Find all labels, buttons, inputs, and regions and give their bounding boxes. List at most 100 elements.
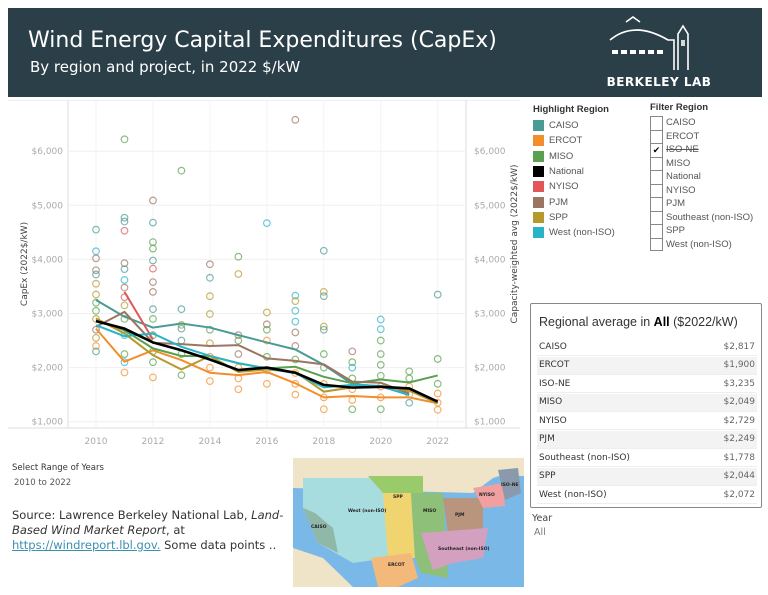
data-point-caiso[interactable] xyxy=(177,305,186,314)
data-point-pjm[interactable] xyxy=(262,320,271,329)
filter-pjm[interactable]: PJM xyxy=(650,197,753,211)
data-point-ercot[interactable] xyxy=(120,368,129,377)
data-point-caiso[interactable] xyxy=(120,217,129,226)
data-point-spp[interactable] xyxy=(205,292,214,301)
filter-miso[interactable]: MISO xyxy=(650,156,753,170)
filter-caiso[interactable]: CAISO xyxy=(650,116,753,130)
data-point-ercot[interactable] xyxy=(319,405,328,414)
data-point-west-non-iso[interactable] xyxy=(348,363,357,372)
checkbox[interactable] xyxy=(650,197,663,211)
series-line-national[interactable] xyxy=(95,319,439,403)
data-point-miso[interactable] xyxy=(405,374,414,383)
data-point-caiso[interactable] xyxy=(205,273,214,282)
data-point-pjm[interactable] xyxy=(291,328,300,337)
data-point-ercot[interactable] xyxy=(262,336,271,345)
data-point-ercot[interactable] xyxy=(348,396,357,404)
data-point-miso[interactable] xyxy=(319,350,328,358)
legend-item-national[interactable]: National xyxy=(533,164,615,179)
data-point-pjm[interactable] xyxy=(149,196,157,205)
data-point-ercot[interactable] xyxy=(92,342,100,350)
checkbox[interactable] xyxy=(650,116,663,130)
data-point-west-non-iso[interactable] xyxy=(291,306,300,315)
filter-southeast-non-iso[interactable]: Southeast (non-ISO) xyxy=(650,210,753,224)
data-point-caiso[interactable] xyxy=(319,292,328,301)
data-point-spp[interactable] xyxy=(120,301,129,310)
data-point-ercot[interactable] xyxy=(262,379,271,388)
data-point-miso[interactable] xyxy=(120,135,129,144)
data-point-spp[interactable] xyxy=(205,310,214,318)
data-point-miso[interactable] xyxy=(262,325,271,334)
data-point-caiso[interactable] xyxy=(120,265,129,274)
data-point-miso[interactable] xyxy=(433,355,442,363)
data-point-ercot[interactable] xyxy=(205,363,214,372)
data-point-miso[interactable] xyxy=(376,336,385,345)
data-point-caiso[interactable] xyxy=(319,325,328,334)
data-point-nyiso[interactable] xyxy=(149,264,157,273)
legend-item-west-non-iso[interactable]: West (non-ISO) xyxy=(533,225,615,240)
data-point-caiso[interactable] xyxy=(405,398,414,407)
filter-national[interactable]: National xyxy=(650,170,753,184)
checkbox[interactable] xyxy=(650,210,663,224)
checkbox[interactable]: ✔ xyxy=(650,143,663,157)
series-line-pjm[interactable] xyxy=(95,310,410,395)
data-point-miso[interactable] xyxy=(92,306,100,315)
data-point-miso[interactable] xyxy=(120,350,129,358)
legend-item-pjm[interactable]: PJM xyxy=(533,194,615,209)
data-point-miso[interactable] xyxy=(234,336,243,345)
legend-item-miso[interactable]: MISO xyxy=(533,149,615,164)
series-line-nyiso[interactable] xyxy=(123,291,154,340)
data-point-pjm[interactable] xyxy=(149,278,157,287)
checkbox[interactable] xyxy=(650,183,663,197)
series-line-ercot[interactable] xyxy=(95,327,438,405)
legend-item-ercot[interactable]: ERCOT xyxy=(533,133,615,148)
data-point-caiso[interactable] xyxy=(92,270,100,279)
data-point-west-non-iso[interactable] xyxy=(120,358,129,367)
data-point-miso[interactable] xyxy=(149,315,157,323)
filter-iso-ne[interactable]: ✔ ISO-NE xyxy=(650,143,753,157)
data-point-spp[interactable] xyxy=(319,322,328,331)
data-point-ercot[interactable] xyxy=(149,373,157,382)
data-point-west-non-iso[interactable] xyxy=(291,291,300,300)
windreport-link[interactable]: https://windreport.lbl.gov. xyxy=(12,538,161,552)
data-point-west-non-iso[interactable] xyxy=(376,315,385,324)
data-point-pjm[interactable] xyxy=(92,254,100,263)
data-point-pjm[interactable] xyxy=(92,266,100,275)
filter-nyiso[interactable]: NYISO xyxy=(650,183,753,197)
data-point-miso[interactable] xyxy=(291,355,300,364)
data-point-miso[interactable] xyxy=(177,371,186,380)
data-point-caiso[interactable] xyxy=(92,225,100,234)
data-point-west-non-iso[interactable] xyxy=(262,219,271,228)
data-point-miso[interactable] xyxy=(348,358,357,367)
data-point-miso[interactable] xyxy=(376,360,385,369)
data-point-miso[interactable] xyxy=(433,379,442,388)
checkbox[interactable] xyxy=(650,170,663,184)
series-line-west-non-iso[interactable] xyxy=(95,324,410,397)
data-point-miso[interactable] xyxy=(205,325,214,334)
data-point-pjm[interactable] xyxy=(120,283,129,292)
data-point-spp[interactable] xyxy=(291,297,300,305)
checkbox[interactable] xyxy=(650,237,663,251)
data-point-miso[interactable] xyxy=(177,166,186,175)
data-point-miso[interactable] xyxy=(405,367,414,376)
data-point-miso[interactable] xyxy=(149,358,157,367)
year-filter-value[interactable]: All xyxy=(534,527,546,538)
data-point-miso[interactable] xyxy=(376,405,385,414)
data-point-caiso[interactable] xyxy=(149,218,157,227)
data-point-ercot[interactable] xyxy=(234,385,243,394)
data-point-pjm[interactable] xyxy=(120,259,129,268)
data-point-pjm[interactable] xyxy=(291,115,300,124)
data-point-ercot[interactable] xyxy=(291,390,300,399)
legend-item-nyiso[interactable]: NYISO xyxy=(533,179,615,194)
data-point-west-non-iso[interactable] xyxy=(291,317,300,326)
filter-ercot[interactable]: ERCOT xyxy=(650,129,753,143)
data-point-west-non-iso[interactable] xyxy=(376,325,385,334)
legend-item-spp[interactable]: SPP xyxy=(533,210,615,225)
data-point-spp[interactable] xyxy=(319,287,328,296)
year-range-value[interactable]: 2010 to 2022 xyxy=(14,478,72,488)
data-point-pjm[interactable] xyxy=(149,287,157,296)
data-point-spp[interactable] xyxy=(92,333,100,342)
data-point-spp[interactable] xyxy=(92,279,100,288)
legend-item-caiso[interactable]: CAISO xyxy=(533,118,615,133)
data-point-spp[interactable] xyxy=(262,308,271,317)
data-point-caiso[interactable] xyxy=(149,305,157,314)
